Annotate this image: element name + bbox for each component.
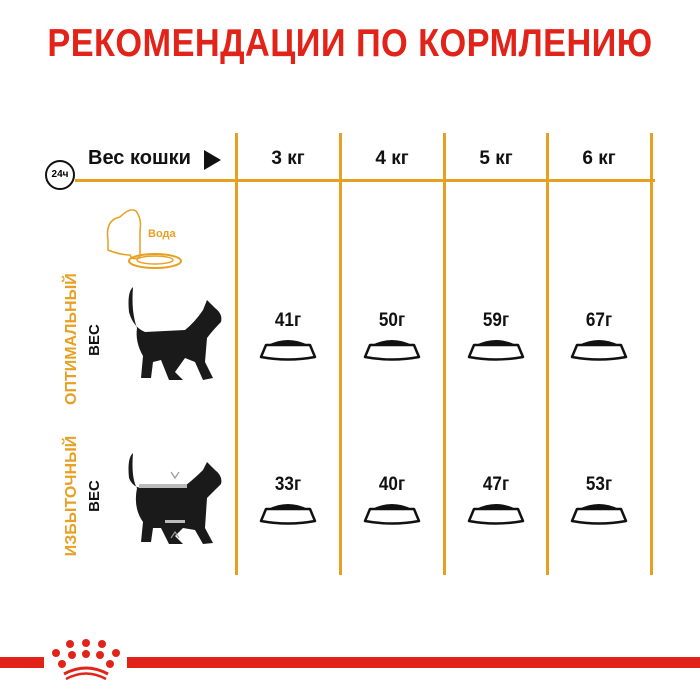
overweight-cat-icon	[128, 453, 222, 544]
brand-band-right	[127, 657, 700, 668]
food-bowl-icon	[259, 504, 317, 525]
page-title: РЕКОМЕНДАЦИИ ПО КОРМЛЕНИЮ	[47, 22, 653, 65]
arrow-right-icon	[204, 150, 221, 170]
feeding-amount: 53г	[585, 474, 613, 495]
food-bowl-icon	[259, 340, 317, 361]
row-sublabel: ВЕС	[86, 324, 103, 356]
column-divider	[546, 133, 549, 575]
feeding-amount: 47г	[482, 474, 510, 495]
row-label-optimal: ОПТИМАЛЬНЫЙ	[63, 273, 80, 405]
column-divider	[235, 133, 238, 575]
row-label-overweight: ИЗБЫТОЧНЫЙ	[63, 435, 80, 557]
feeding-amount: 50г	[378, 310, 406, 331]
column-header: 4 кг	[375, 148, 409, 169]
feeding-amount: 67г	[585, 310, 613, 331]
food-bowl-icon	[363, 340, 421, 361]
water-label: Вода	[148, 228, 176, 240]
weight-label: Вес кошки	[88, 147, 191, 169]
royal-canin-crown-logo	[52, 639, 120, 681]
clock-label: 24ч	[51, 169, 69, 180]
brand-band-left	[0, 657, 44, 668]
slim-cat-icon	[128, 287, 222, 380]
food-bowl-icon	[570, 504, 628, 525]
column-header: 5 кг	[479, 148, 513, 169]
feeding-amount: 33г	[274, 474, 302, 495]
row-sublabel: ВЕС	[86, 480, 103, 512]
column-divider	[443, 133, 446, 575]
clock-24h-icon: 24ч	[45, 160, 75, 190]
feeding-amount: 59г	[482, 310, 510, 331]
column-header: 3 кг	[271, 148, 305, 169]
water-bowl-icon	[106, 209, 182, 269]
feeding-amount: 40г	[378, 474, 406, 495]
food-bowl-icon	[467, 504, 525, 525]
column-divider	[650, 133, 653, 575]
food-bowl-icon	[467, 340, 525, 361]
column-header: 6 кг	[582, 148, 616, 169]
food-bowl-icon	[363, 504, 421, 525]
column-divider	[339, 133, 342, 575]
header-divider	[75, 179, 655, 182]
food-bowl-icon	[570, 340, 628, 361]
feeding-amount: 41г	[274, 310, 302, 331]
